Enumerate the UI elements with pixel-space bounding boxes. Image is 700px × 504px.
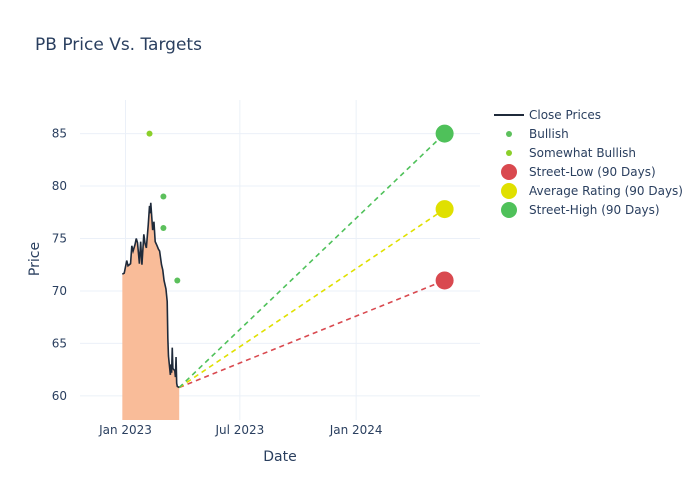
x-tick-label: Jul 2023 [214,423,264,437]
x-tick-label: Jan 2024 [329,423,383,437]
legend-marker-swatch [501,164,517,180]
rating-point [174,277,181,284]
target-lines [178,132,446,389]
y-tick-label: 65 [52,336,67,350]
legend-item[interactable]: Close Prices [494,108,601,122]
legend-label: Close Prices [529,108,601,122]
target-marker [435,200,454,219]
y-tick-label: 70 [52,284,67,298]
y-tick-label: 80 [52,179,67,193]
x-tick-label: Jan 2023 [98,423,152,437]
chart-title: PB Price Vs. Targets [35,35,202,55]
legend-item[interactable]: Bullish [506,127,569,141]
y-axis-label: Price [27,242,43,276]
target-marker [435,124,454,143]
close-price-fill [122,202,180,420]
legend-label: Average Rating (90 Days) [529,184,683,198]
y-tick-label: 60 [52,389,67,403]
legend-item[interactable]: Street-High (90 Days) [501,202,660,218]
rating-point [160,225,167,231]
y-tick-label: 85 [52,127,67,141]
tick-labels: 60 65 70 75 80 85 Jan 2023 Jul 2023 Jan 2024 [52,127,383,437]
price-area [122,202,180,420]
legend-marker-swatch [501,183,517,199]
price-line-layer [121,202,180,389]
ratings [146,130,181,284]
legend-item[interactable]: Street-Low (90 Days) [501,164,656,180]
legend-dot-swatch [506,150,512,156]
y-tick-label: 75 [52,231,67,245]
legend-item[interactable]: Somewhat Bullish [506,146,636,160]
x-axis-label: Date [263,449,296,465]
legend-label: Street-Low (90 Days) [529,165,656,179]
legend-dot-swatch [506,131,512,137]
legend-marker-swatch [501,202,517,218]
target-markers [435,124,454,290]
rating-point [146,130,153,137]
legend[interactable]: Close Prices Bullish Somewhat Bullish Stree… [494,108,683,218]
target-line [178,208,446,389]
legend-label: Somewhat Bullish [529,146,636,160]
legend-label: Bullish [529,127,569,141]
close-price-line [121,202,180,389]
rating-point [160,193,167,200]
target-line [178,279,445,389]
target-marker [435,271,454,290]
target-line [178,132,446,389]
legend-item[interactable]: Average Rating (90 Days) [501,183,683,199]
legend-label: Street-High (90 Days) [529,203,660,217]
